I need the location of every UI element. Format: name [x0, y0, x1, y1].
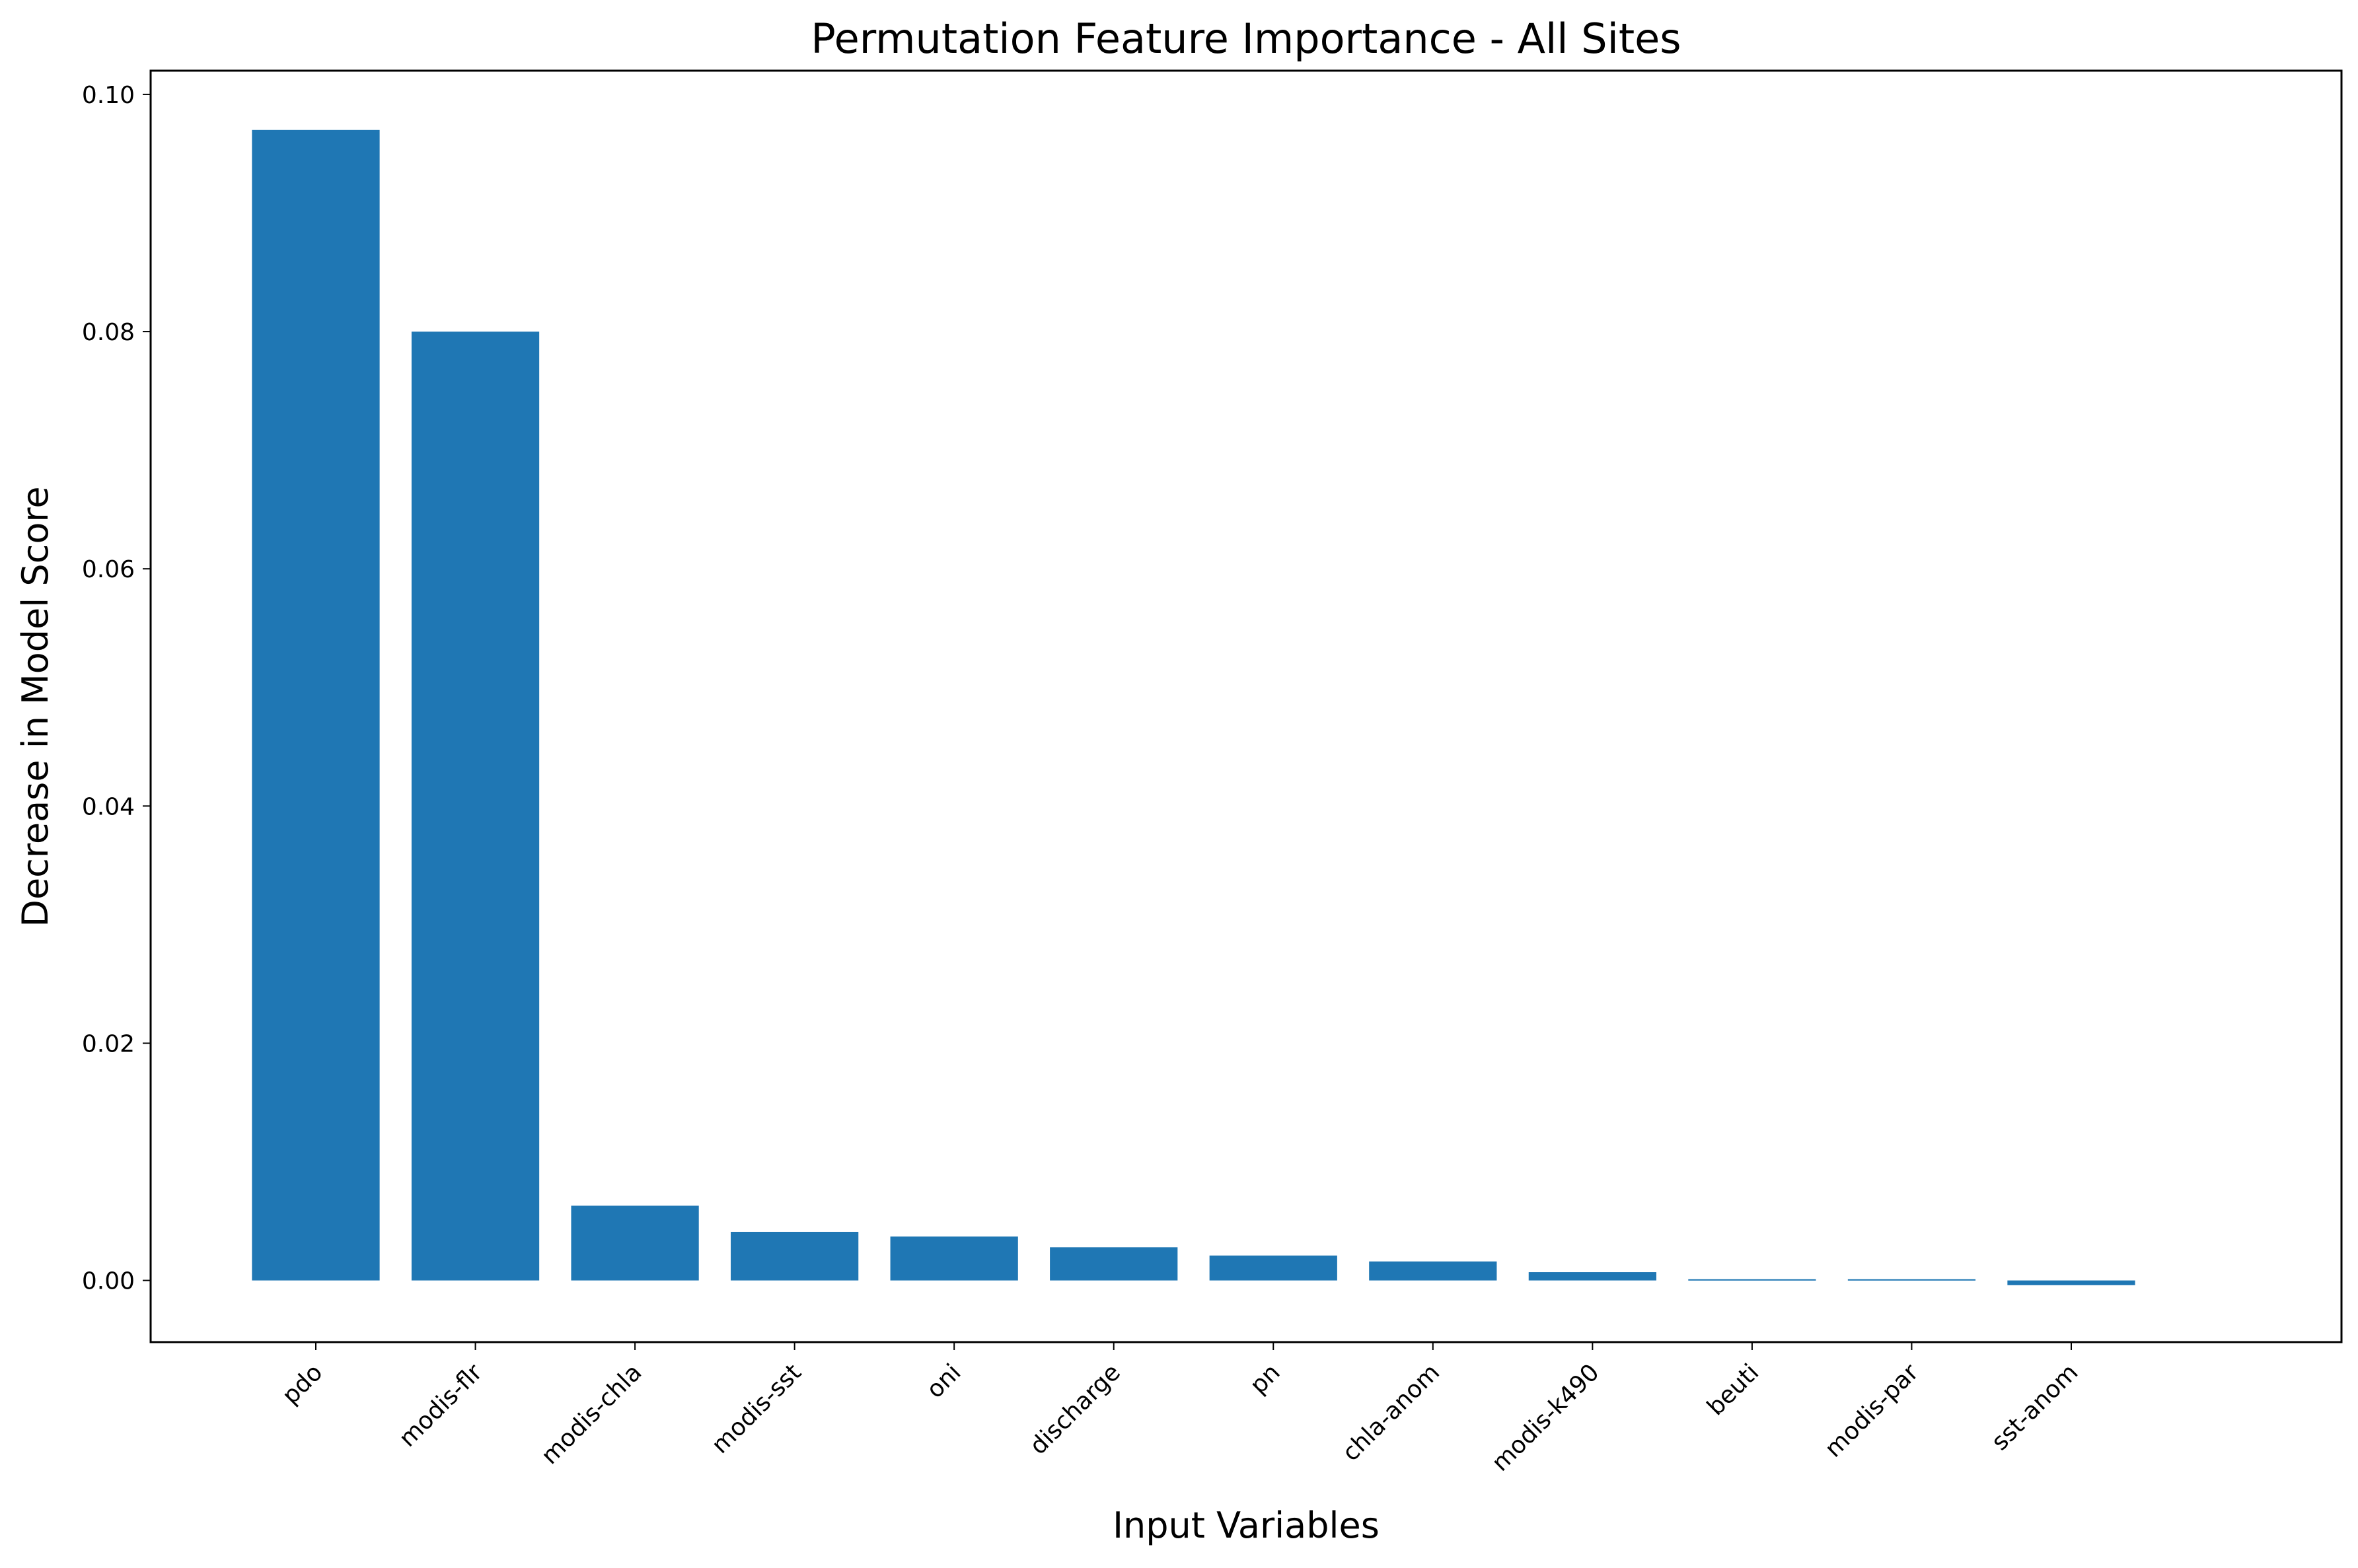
bar-discharge: [1050, 1247, 1178, 1281]
bar-chla-anom: [1369, 1261, 1497, 1281]
y-tick-label: 0.10: [82, 82, 135, 109]
x-tick-label: beuti: [1702, 1359, 1764, 1421]
chart-title: Permutation Feature Importance - All Sit…: [811, 15, 1681, 63]
bar-modis-chla: [571, 1205, 699, 1281]
y-tick-label: 0.00: [82, 1268, 135, 1295]
x-axis-title: Input Variables: [1113, 1505, 1380, 1546]
x-tick-label: pn: [1245, 1359, 1285, 1399]
x-tick-label: pdo: [277, 1359, 328, 1409]
y-tick-label: 0.04: [82, 793, 135, 820]
x-axis: pdo modis-flr modis-chla modis-sst oni discha…: [277, 1342, 2083, 1477]
x-tick-label: chla-anom: [1337, 1359, 1445, 1466]
bar-beuti: [1688, 1279, 1816, 1281]
bar-modis-flr: [411, 332, 540, 1281]
x-tick-label: sst-anom: [1987, 1359, 2084, 1456]
x-tick-label: modis-sst: [706, 1359, 807, 1459]
x-tick-label: modis-par: [1820, 1359, 1924, 1462]
x-tick-label: modis-chla: [536, 1359, 647, 1470]
bars-group: [252, 129, 2135, 1285]
x-tick-label: oni: [922, 1359, 967, 1404]
bar-modis-sst: [731, 1231, 859, 1281]
y-axis-title: Decrease in Model Score: [15, 486, 56, 927]
x-tick-label: modis-k490: [1487, 1359, 1604, 1476]
bar-oni: [890, 1236, 1018, 1281]
y-tick-label: 0.06: [82, 556, 135, 583]
y-axis: 0.00 0.02 0.04 0.06 0.08 0.10: [82, 82, 151, 1295]
y-tick-label: 0.02: [82, 1030, 135, 1057]
y-tick-label: 0.08: [82, 319, 135, 346]
x-tick-label: discharge: [1025, 1359, 1126, 1460]
bar-pn: [1209, 1255, 1337, 1281]
x-tick-label: modis-flr: [394, 1359, 488, 1452]
bar-sst-anom: [2007, 1280, 2135, 1285]
bar-modis-k490: [1528, 1272, 1656, 1281]
bar-pdo: [252, 129, 380, 1281]
bar-modis-par: [1847, 1279, 1976, 1281]
plot-frame: [149, 69, 2343, 1343]
